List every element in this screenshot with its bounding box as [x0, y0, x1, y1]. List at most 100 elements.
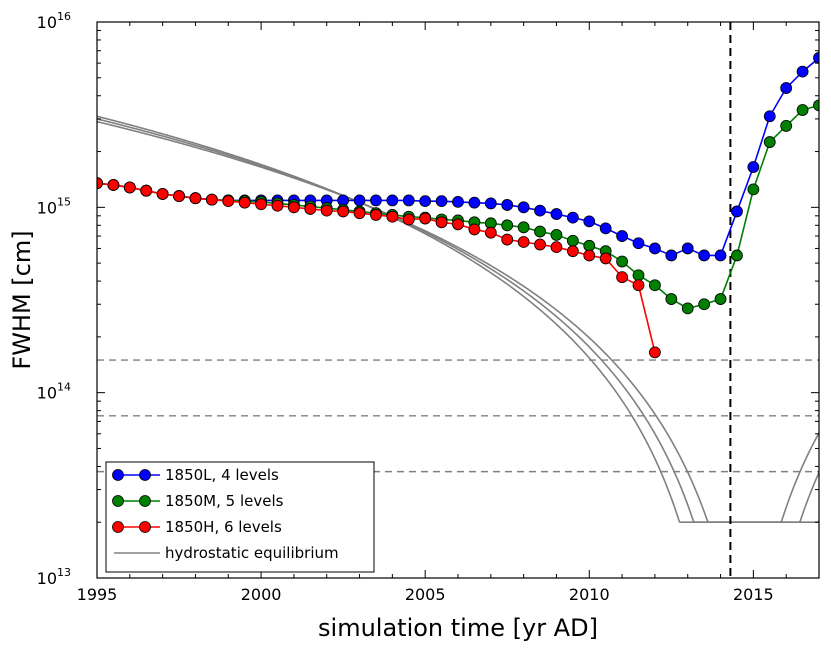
- data-point: [583, 249, 596, 262]
- y-tick-label: 1015: [37, 195, 71, 217]
- data-point: [304, 203, 317, 215]
- legend-entry: 1850L, 4 levels: [112, 466, 279, 484]
- data-point: [419, 195, 432, 208]
- data-point: [271, 199, 284, 212]
- legend-marker-1850H: [112, 521, 124, 533]
- data-point: [566, 234, 579, 247]
- data-point: [517, 236, 530, 248]
- data-point: [649, 242, 661, 255]
- data-point: [566, 211, 579, 224]
- x-tick-label: 2010: [569, 585, 610, 604]
- data-point: [107, 179, 120, 191]
- data-point: [714, 293, 727, 305]
- data-point: [97, 177, 103, 190]
- data-point: [156, 188, 169, 200]
- data-point: [681, 302, 694, 315]
- data-point: [484, 226, 497, 239]
- data-point: [698, 249, 711, 262]
- legend-label-hydrostatic: hydrostatic equilibrium: [165, 544, 339, 562]
- data-point: [288, 201, 300, 214]
- data-point: [517, 221, 530, 234]
- legend-entry: 1850M, 5 levels: [112, 492, 284, 510]
- data-point: [386, 194, 399, 207]
- data-point: [583, 215, 596, 228]
- hydrostatic-curves: [97, 115, 819, 524]
- legend-label-1850M: 1850M, 5 levels: [165, 492, 284, 510]
- data-point: [370, 194, 382, 207]
- data-point: [501, 233, 514, 246]
- data-point: [370, 209, 382, 221]
- data-point: [402, 194, 415, 207]
- data-point: [534, 204, 546, 217]
- data-point: [763, 110, 776, 123]
- legend: 1850L, 4 levels 1850M, 5 levels 1850H, 6…: [105, 461, 375, 573]
- data-point: [452, 218, 464, 231]
- data-point: [402, 213, 415, 226]
- legend-label-1850H: 1850H, 6 levels: [165, 518, 282, 536]
- data-point: [452, 195, 464, 208]
- legend-label-1850L: 1850L, 4 levels: [165, 466, 279, 484]
- data-point: [501, 199, 514, 211]
- data-point: [780, 120, 793, 132]
- data-point: [435, 216, 448, 229]
- data-point: [731, 205, 743, 218]
- x-axis-title: simulation time [yr AD]: [318, 614, 598, 642]
- x-tick-label: 2000: [241, 585, 282, 604]
- data-point: [353, 194, 366, 207]
- data-point: [123, 181, 136, 194]
- data-point: [550, 241, 563, 254]
- data-point: [468, 223, 481, 236]
- data-point: [320, 204, 333, 217]
- data-point: [386, 210, 399, 223]
- data-point: [534, 225, 546, 238]
- data-point: [813, 99, 819, 112]
- x-axis-ticks: 1995 2000 2005 2010 2015: [77, 22, 787, 604]
- data-point: [780, 82, 793, 94]
- data-point: [501, 219, 514, 232]
- data-point: [681, 242, 694, 255]
- y-axis-title: FWHM [cm]: [8, 230, 36, 369]
- data-point: [550, 229, 563, 241]
- data-point: [632, 237, 645, 250]
- data-point: [238, 196, 251, 209]
- data-point: [763, 136, 776, 148]
- data-point: [173, 190, 185, 202]
- legend-marker-1850L: [139, 469, 151, 481]
- data-point: [632, 269, 645, 282]
- data-point: [698, 298, 711, 311]
- x-tick-label: 2015: [733, 585, 774, 604]
- data-point: [632, 279, 645, 292]
- y-tick-label: 1014: [37, 381, 71, 403]
- data-point: [649, 346, 661, 359]
- data-point: [189, 192, 202, 205]
- data-point: [534, 238, 546, 251]
- data-point: [566, 245, 579, 258]
- data-point: [665, 293, 678, 305]
- data-point: [665, 249, 678, 262]
- data-point: [599, 222, 612, 235]
- data-point: [140, 184, 153, 197]
- data-point: [484, 197, 497, 210]
- hydrostatic-curve: [97, 120, 819, 524]
- data-point: [517, 201, 530, 214]
- data-point: [796, 65, 809, 78]
- legend-marker-1850L: [112, 469, 124, 481]
- data-point: [813, 52, 819, 64]
- data-point: [337, 205, 350, 218]
- legend-entry: 1850H, 6 levels: [112, 518, 282, 536]
- data-point: [616, 255, 628, 268]
- data-point: [714, 249, 727, 262]
- hydrostatic-curve: [97, 118, 819, 524]
- data-point: [747, 183, 760, 196]
- data-point: [468, 196, 481, 209]
- data-point: [616, 271, 628, 284]
- legend-marker-1850M: [139, 495, 151, 507]
- data-point: [255, 198, 267, 211]
- legend-entry: hydrostatic equilibrium: [114, 544, 339, 562]
- data-point: [616, 230, 628, 242]
- y-tick-label: 1013: [37, 566, 71, 588]
- data-point: [796, 104, 809, 116]
- data-point: [435, 195, 448, 208]
- y-tick-label: 1016: [37, 10, 71, 32]
